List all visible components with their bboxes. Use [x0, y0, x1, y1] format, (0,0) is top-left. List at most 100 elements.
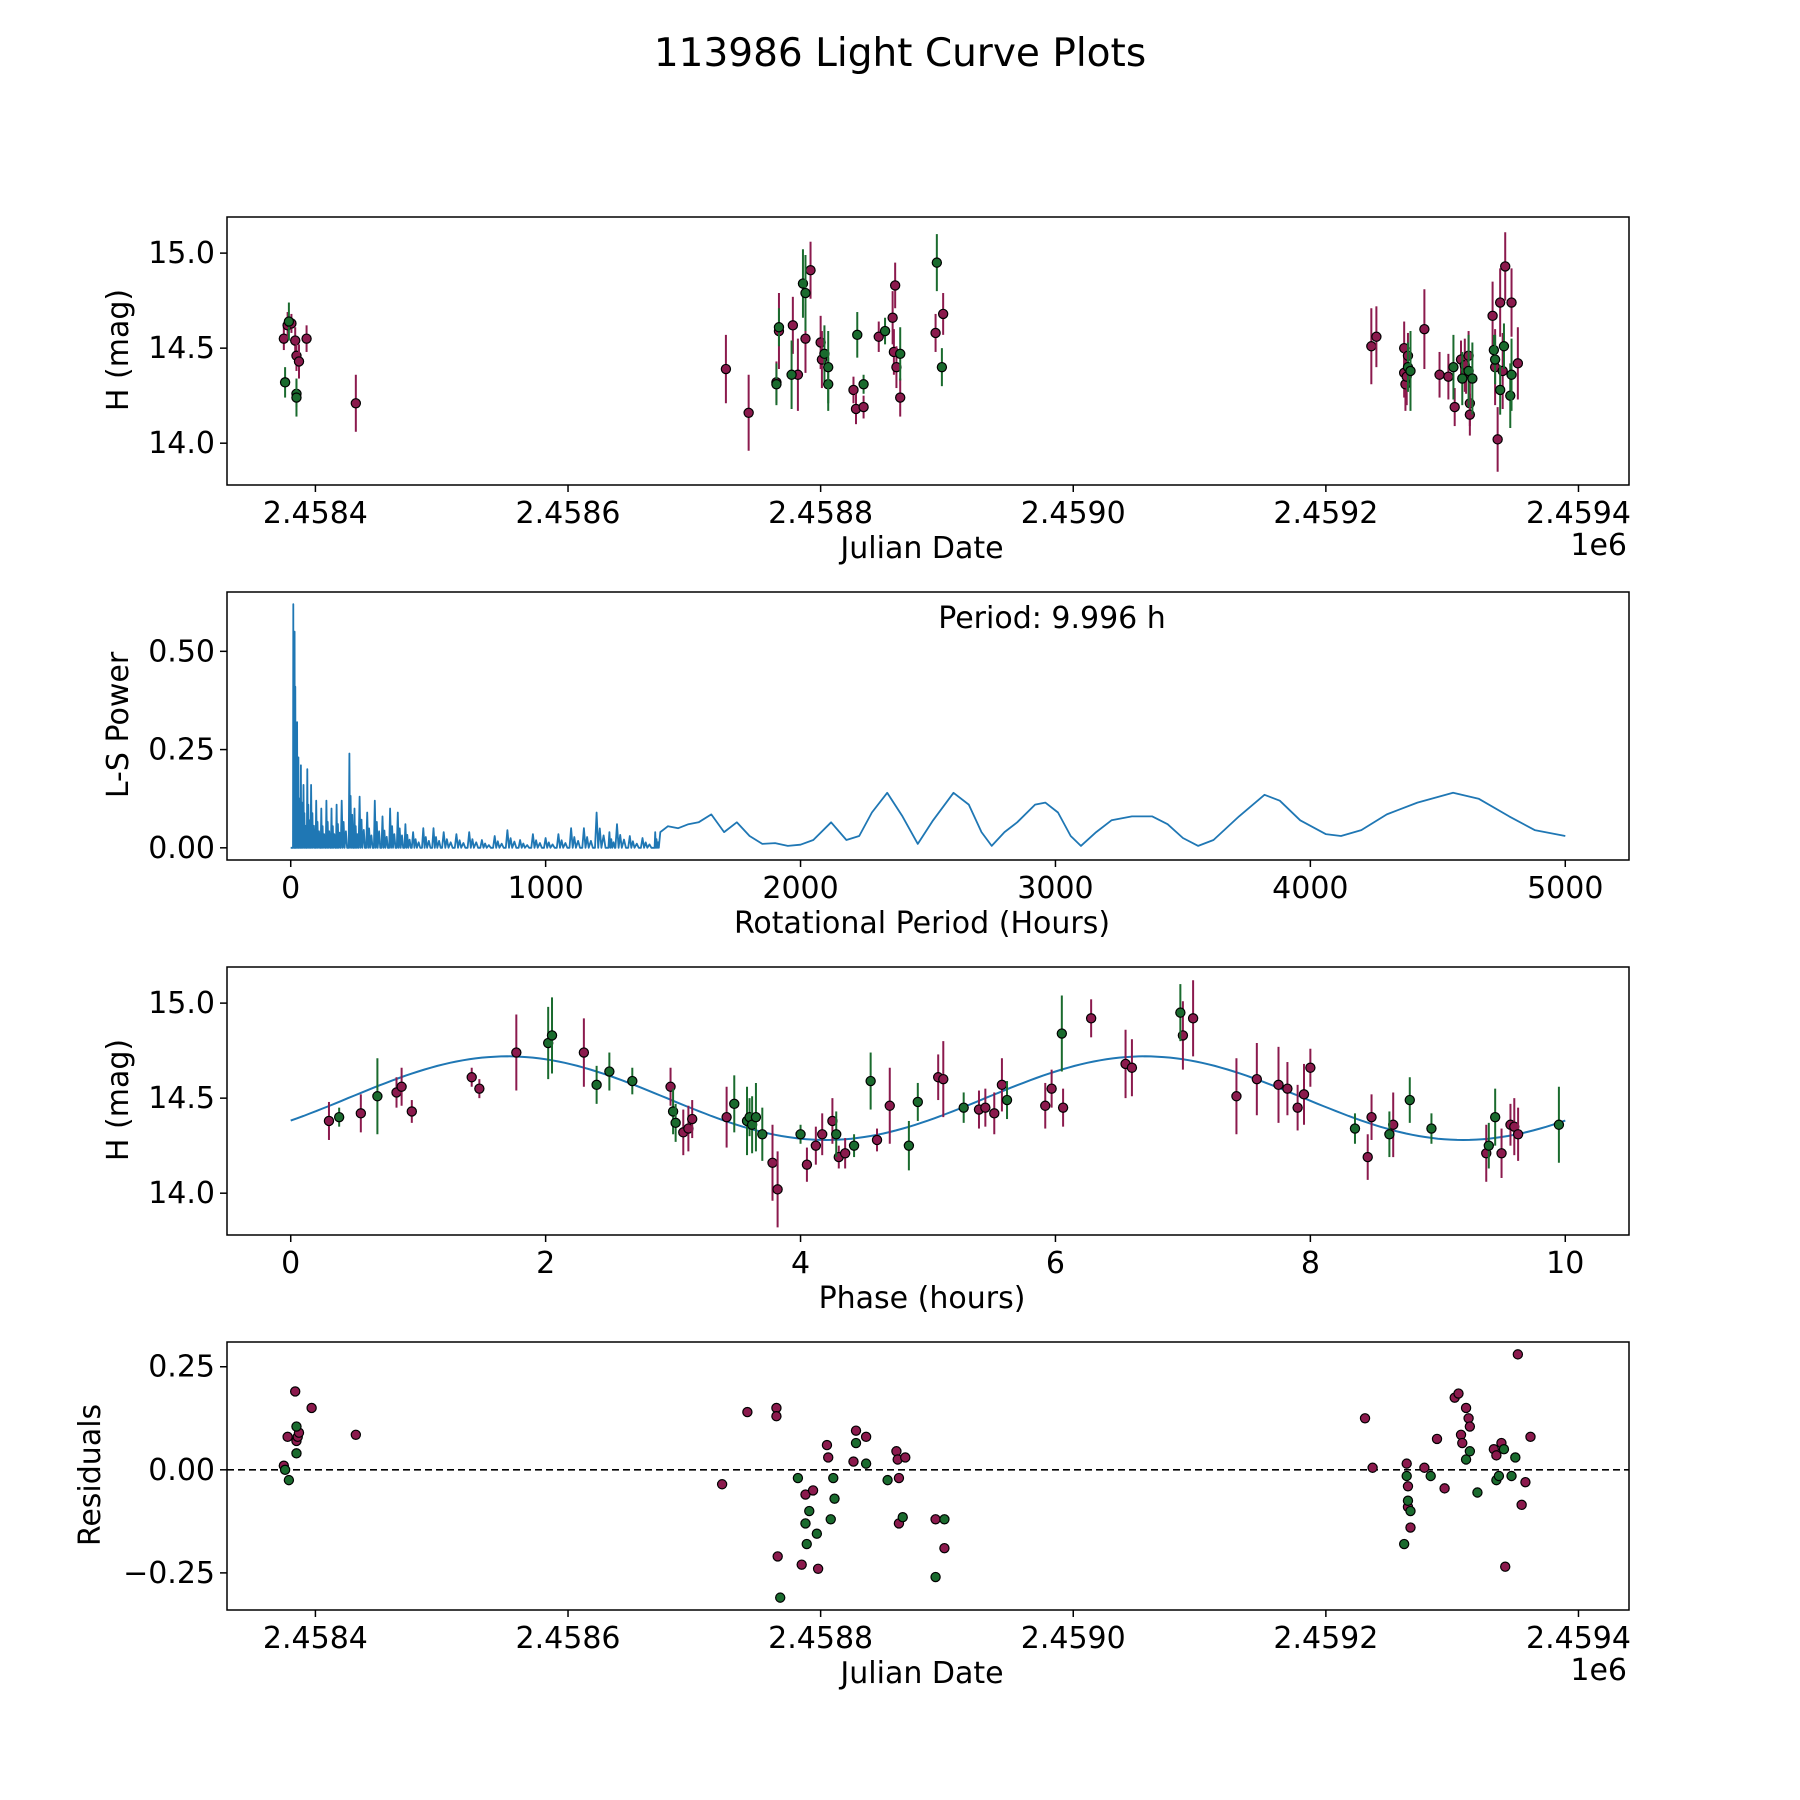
periodogram-frame [226, 591, 1630, 861]
residuals-point [930, 1571, 941, 1583]
light-curve-point [291, 392, 302, 403]
residuals-ylabel: Residuals [73, 1404, 108, 1546]
residuals-point [829, 1493, 840, 1504]
phase-fold-point [810, 1140, 822, 1151]
residuals-point [1398, 1538, 1410, 1550]
phase-fold-point [355, 1108, 367, 1119]
light-curve-point [1506, 297, 1517, 308]
residuals-point [897, 1512, 908, 1523]
residuals-point [716, 1479, 728, 1490]
periodogram-ylabel: L-S Power [101, 651, 136, 798]
phase-fold-point [1404, 1094, 1415, 1106]
phase-fold-point [1282, 1083, 1293, 1094]
residuals-point [742, 1406, 753, 1418]
light-curve-point [1494, 297, 1506, 308]
residuals-point [1419, 1462, 1430, 1473]
residuals-point [1425, 1470, 1436, 1482]
phase-fold-point [474, 1083, 485, 1094]
phase-fold-ytick-label: 14.0 [148, 1176, 215, 1211]
light-curve-xlabel: Julian Date [838, 531, 1003, 566]
phase-fold-xtick-label: 10 [1546, 1246, 1584, 1281]
light-curve-point [1494, 384, 1506, 396]
residuals-point [306, 1402, 317, 1414]
phase-fold-xtick-label: 2 [536, 1246, 555, 1281]
light-curve-point [290, 335, 301, 346]
phase-fold-point [848, 1140, 860, 1151]
light-curve-frame [226, 216, 1630, 486]
light-curve-ytick-label: 14.5 [148, 331, 215, 366]
phase-fold-point [578, 1047, 590, 1058]
phase-fold-point [406, 1106, 418, 1117]
periodogram-ytick-label: 0.50 [148, 634, 215, 669]
light-curve-point [1449, 401, 1460, 413]
residuals-point [930, 1514, 941, 1525]
residuals-point [823, 1452, 834, 1463]
residuals-xtick-label: 2.4584 [263, 1621, 368, 1656]
light-curve-point [283, 316, 295, 327]
light-curve-point [873, 331, 884, 342]
phase-fold-point [996, 1079, 1008, 1091]
phase-fold-points [323, 980, 1565, 1228]
phase-fold-point [687, 1113, 698, 1125]
phase-fold-point [1273, 1079, 1284, 1091]
residuals-xlabel: Julian Date [838, 1656, 1003, 1691]
residuals-point [893, 1472, 905, 1484]
residuals-point [882, 1474, 893, 1486]
phase-fold-point [670, 1117, 681, 1129]
residuals-point [1510, 1452, 1521, 1463]
residuals-point [291, 1421, 302, 1432]
residuals-point [283, 1474, 295, 1486]
phase-fold-point [801, 1159, 813, 1170]
periodogram-xtick-label: 0 [281, 871, 300, 906]
light-curve-point [887, 312, 898, 323]
residuals-point [860, 1458, 872, 1469]
residuals-point [290, 1386, 301, 1397]
light-curve-xtick-label: 2.4590 [1021, 496, 1126, 531]
light-curve-point [852, 329, 863, 341]
residuals-point [807, 1485, 819, 1496]
phase-fold-xtick-label: 0 [281, 1246, 300, 1281]
phase-fold-point [1483, 1140, 1495, 1151]
residuals-point [291, 1448, 302, 1459]
residuals-point [939, 1542, 950, 1554]
light-curve-point [1467, 373, 1478, 384]
light-curve-point [1506, 369, 1517, 380]
phase-fold-xtick-label: 4 [791, 1246, 810, 1281]
phase-fold-point [980, 1102, 991, 1113]
residuals-point [1460, 1454, 1472, 1465]
light-curve-point [1419, 323, 1430, 335]
periodogram-xtick-label: 3000 [1017, 871, 1093, 906]
residuals-point [1405, 1522, 1416, 1533]
light-curve-point [1366, 341, 1377, 352]
periodogram-annotation: Period: 9.996 h [938, 601, 1166, 636]
residuals-point [801, 1538, 812, 1550]
residuals-xtick-label: 2.4590 [1021, 1621, 1126, 1656]
light-curve-point [936, 361, 948, 373]
residuals-point [860, 1431, 872, 1443]
light-curve-xtick-label: 2.4594 [1526, 496, 1631, 531]
phase-fold-point [767, 1157, 778, 1168]
periodogram-xlabel: Rotational Period (Hours) [734, 906, 1110, 941]
phase-fold-ytick-label: 15.0 [148, 986, 215, 1021]
phase-fold-point [1305, 1062, 1316, 1073]
light-curve-point [1434, 369, 1445, 380]
light-curve-point [279, 377, 291, 388]
residuals-point [1498, 1443, 1510, 1455]
panel-phase-fold: Phase (hours) H (mag) [101, 1039, 1025, 1316]
phase-fold-point [1298, 1089, 1310, 1100]
light-curve-point [1443, 371, 1454, 382]
residuals-point [811, 1528, 823, 1539]
light-curve-point [1489, 354, 1501, 365]
residuals-point [1506, 1470, 1517, 1482]
phase-fold-point [721, 1111, 732, 1123]
light-curve-point [1488, 344, 1500, 356]
panel-residuals: Julian Date Residuals 1e6 [73, 1404, 1627, 1691]
phase-fold-point [591, 1079, 602, 1091]
phase-fold-point [750, 1111, 762, 1123]
light-curve-point [787, 320, 799, 331]
phase-fold-point [1553, 1119, 1565, 1130]
light-curve-point [1487, 310, 1498, 322]
phase-fold-point [1384, 1129, 1395, 1140]
phase-fold-point [1292, 1102, 1303, 1113]
residuals-axes: 2.4584 2.4586 2.4588 2.4590 2.4592 2.4594 −0.2… [123, 1341, 1631, 1656]
